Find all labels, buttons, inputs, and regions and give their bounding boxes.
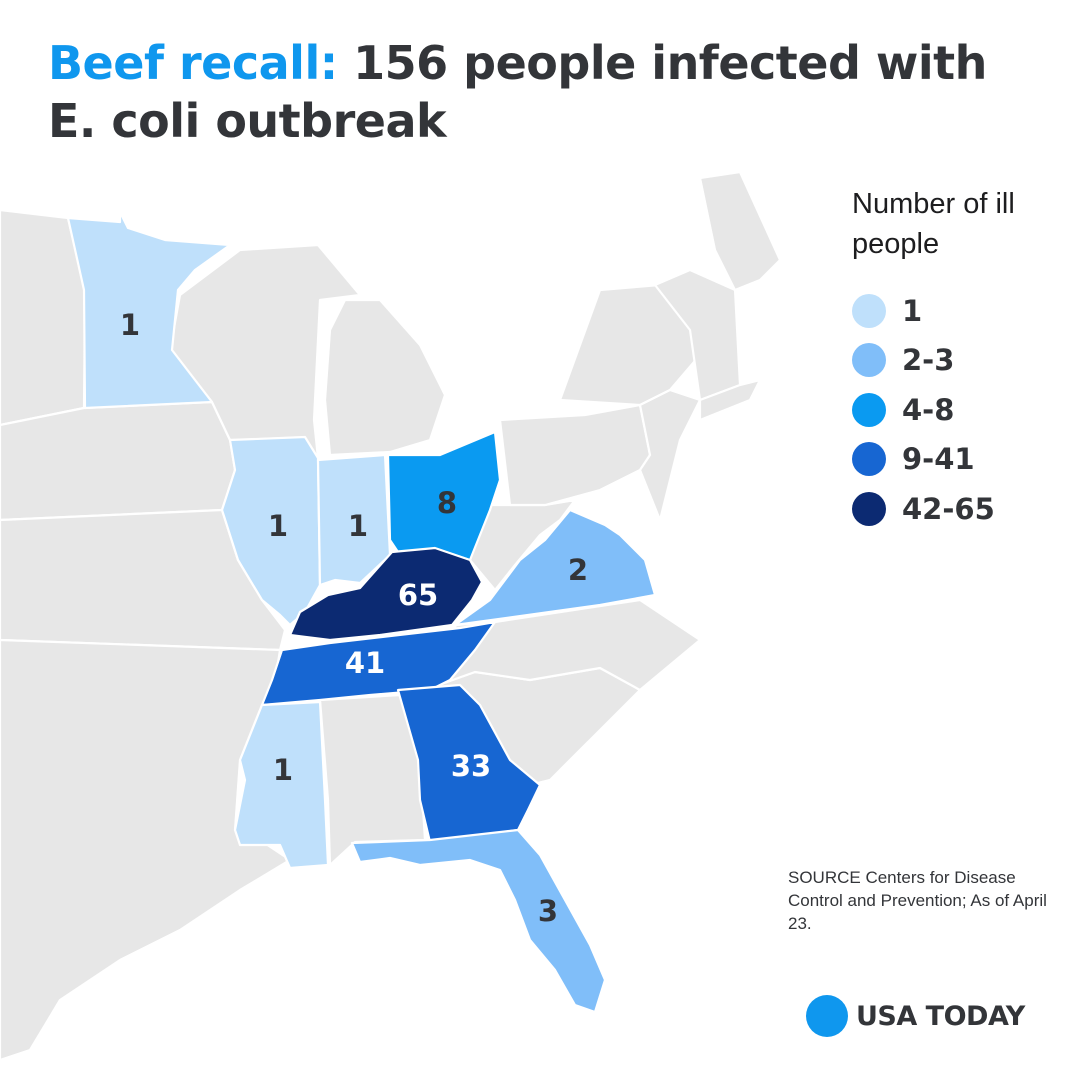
count-label-georgia: 33 — [451, 749, 491, 783]
count-label-kentucky: 65 — [398, 578, 438, 612]
logo-text: USA TODAY — [856, 1000, 1025, 1032]
legend-title: Number of ill people — [852, 188, 1015, 260]
state-illinois — [220, 435, 322, 627]
count-label-florida: 3 — [538, 894, 558, 928]
legend-item: 4-8 — [852, 385, 1062, 435]
legend-swatch-icon — [852, 392, 886, 427]
state-minnesota — [66, 210, 232, 410]
state-georgia — [396, 683, 542, 844]
legend: Number of ill people 1 2-3 4-8 9-41 42-65 — [852, 184, 1062, 534]
state-ohio — [386, 430, 502, 562]
legend-swatch-icon — [852, 491, 886, 526]
state-mississippi — [233, 700, 330, 870]
state-kentucky — [288, 546, 484, 642]
count-label-minnesota: 1 — [120, 308, 140, 342]
legend-label: 9-41 — [902, 442, 975, 477]
page-title: Beef recall: 156 people infected with E.… — [48, 34, 1048, 150]
legend-swatch-icon — [852, 293, 886, 328]
legend-swatch-icon — [852, 442, 886, 477]
count-label-mississippi: 1 — [273, 753, 293, 787]
state-virginia — [453, 508, 657, 627]
state-tennessee — [260, 620, 497, 707]
legend-label: 2-3 — [902, 343, 955, 378]
legend-label: 4-8 — [902, 392, 955, 427]
base-land — [0, 170, 782, 1062]
legend-item: 9-41 — [852, 435, 1062, 485]
title-rest: 156 people infected with E. coli outbrea… — [48, 36, 987, 148]
legend-swatch-icon — [852, 343, 886, 378]
count-label-indiana: 1 — [348, 509, 368, 543]
count-label-ohio: 8 — [437, 486, 457, 520]
legend-items: 1 2-3 4-8 9-41 42-65 — [852, 286, 1062, 534]
logo-dot-icon — [806, 995, 848, 1037]
count-label-illinois: 1 — [268, 509, 288, 543]
legend-item: 2-3 — [852, 336, 1062, 386]
state-florida — [350, 828, 607, 1014]
count-label-tennessee: 41 — [345, 646, 385, 680]
legend-label: 1 — [902, 293, 923, 328]
usa-today-logo: USA TODAY — [806, 995, 1025, 1037]
source-note: SOURCE Centers for Disease Control and P… — [788, 868, 1047, 933]
legend-item: 42-65 — [852, 484, 1062, 534]
legend-label: 42-65 — [902, 491, 995, 526]
title-highlight: Beef recall: — [48, 36, 338, 90]
legend-item: 1 — [852, 286, 1062, 336]
count-label-virginia: 2 — [568, 553, 588, 587]
state-indiana — [316, 453, 392, 587]
